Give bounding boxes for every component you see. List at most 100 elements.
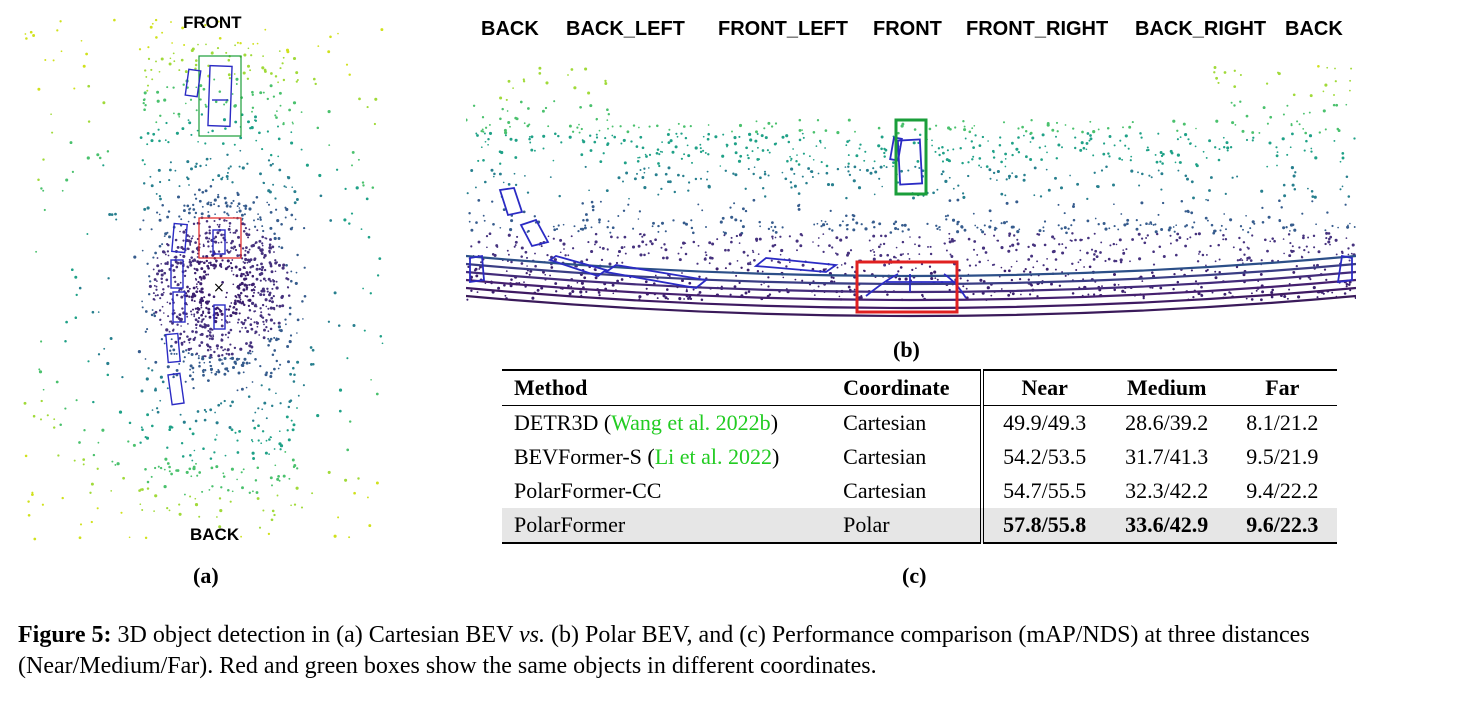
point (638, 156, 641, 159)
point (169, 168, 172, 172)
point (1229, 218, 1233, 222)
point (1269, 115, 1273, 119)
point (964, 137, 967, 140)
point (1213, 66, 1217, 69)
point (687, 181, 691, 184)
point (271, 353, 275, 357)
point (1030, 254, 1034, 258)
point (253, 257, 257, 261)
point (883, 147, 886, 151)
point (1179, 136, 1182, 139)
point (183, 493, 186, 496)
point (374, 97, 378, 101)
point (1186, 238, 1189, 240)
point (628, 197, 630, 200)
point (782, 276, 785, 279)
point (1145, 149, 1149, 152)
point (643, 253, 646, 257)
point (766, 149, 769, 152)
point (1046, 258, 1048, 260)
point (1291, 183, 1295, 187)
point (230, 266, 234, 270)
point (540, 245, 543, 248)
far-cell: 9.6/22.3 (1246, 512, 1319, 537)
point (224, 454, 227, 457)
point (1224, 192, 1227, 196)
point (59, 20, 62, 23)
point (1100, 241, 1103, 244)
point (1341, 152, 1345, 155)
point (217, 370, 221, 374)
point (198, 199, 202, 203)
point (470, 245, 473, 248)
point (1239, 73, 1242, 77)
point (86, 156, 90, 160)
point (256, 325, 259, 328)
point (1046, 151, 1048, 154)
point (651, 225, 654, 228)
point (269, 153, 273, 157)
point (949, 127, 952, 131)
point (74, 275, 78, 279)
point (1339, 160, 1342, 163)
point (1072, 203, 1075, 206)
point (705, 226, 707, 228)
point (781, 135, 785, 139)
point (795, 160, 798, 163)
point (165, 278, 169, 282)
point (156, 99, 160, 103)
point (847, 154, 850, 157)
point (1017, 136, 1020, 139)
point (221, 142, 225, 145)
point (230, 356, 235, 360)
point (209, 157, 212, 160)
point (55, 380, 59, 384)
point (649, 240, 652, 243)
point (774, 122, 778, 125)
point (38, 368, 41, 371)
point (250, 327, 254, 331)
point (621, 261, 624, 264)
point (1292, 174, 1296, 178)
point (246, 250, 250, 254)
point (881, 185, 883, 188)
point (180, 295, 184, 299)
point (1024, 267, 1027, 271)
point (1092, 154, 1095, 157)
point (236, 205, 239, 208)
point (1135, 227, 1139, 231)
point (499, 117, 502, 121)
point (847, 118, 851, 122)
point (200, 306, 203, 309)
point (671, 150, 675, 154)
point (1308, 134, 1313, 138)
point (243, 303, 246, 307)
point (499, 96, 503, 100)
point (1053, 237, 1056, 240)
point (272, 279, 276, 283)
point (206, 343, 209, 347)
citation-link[interactable]: Li et al. 2022 (654, 444, 773, 469)
point (751, 249, 754, 252)
point (466, 118, 468, 122)
point (241, 217, 244, 220)
point (993, 228, 997, 231)
point (244, 326, 247, 330)
point (883, 151, 886, 155)
point (692, 231, 695, 235)
point (1057, 143, 1061, 147)
point (746, 254, 749, 257)
point (1002, 121, 1006, 124)
point (952, 148, 955, 151)
method-name: DETR3D (514, 410, 599, 435)
point (146, 206, 150, 210)
point (516, 235, 519, 238)
point (475, 274, 479, 278)
citation-link[interactable]: Wang et al. 2022b (611, 410, 771, 435)
point (509, 228, 513, 232)
table-row-highlighted: PolarFormer Polar 57.8/55.8 33.6/42.9 9.… (502, 508, 1337, 543)
point (571, 130, 575, 133)
point (1349, 289, 1352, 292)
point (295, 486, 299, 490)
point (218, 90, 222, 93)
